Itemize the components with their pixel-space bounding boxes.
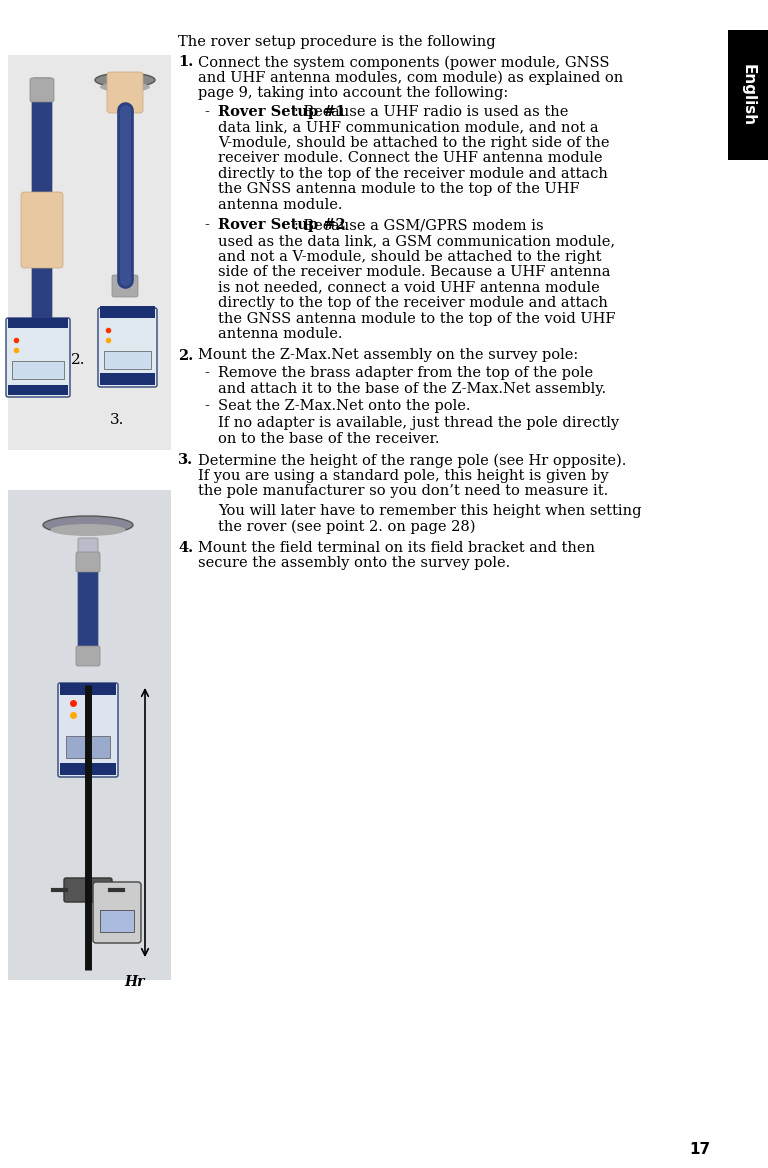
Ellipse shape bbox=[51, 524, 125, 536]
FancyBboxPatch shape bbox=[58, 683, 118, 777]
Bar bbox=[100, 373, 155, 385]
Text: and attach it to the base of the Z-Max.Net assembly.: and attach it to the base of the Z-Max.N… bbox=[218, 382, 606, 396]
Text: antenna module.: antenna module. bbox=[218, 199, 343, 213]
Text: the GNSS antenna module to the top of the void UHF: the GNSS antenna module to the top of th… bbox=[218, 312, 615, 326]
Text: : Because a UHF radio is used as the: : Because a UHF radio is used as the bbox=[294, 105, 569, 119]
Text: -: - bbox=[204, 105, 209, 119]
FancyBboxPatch shape bbox=[76, 646, 100, 666]
Ellipse shape bbox=[43, 516, 133, 534]
FancyBboxPatch shape bbox=[6, 318, 70, 397]
Bar bbox=[100, 306, 155, 318]
Bar bbox=[66, 736, 110, 758]
Text: used as the data link, a GSM communication module,: used as the data link, a GSM communicati… bbox=[218, 234, 615, 248]
FancyBboxPatch shape bbox=[78, 538, 98, 572]
FancyBboxPatch shape bbox=[112, 274, 138, 297]
Text: V-module, should be attached to the right side of the: V-module, should be attached to the righ… bbox=[218, 135, 610, 150]
Ellipse shape bbox=[95, 72, 155, 86]
Bar bbox=[60, 683, 116, 695]
Text: Hr: Hr bbox=[125, 975, 145, 989]
Text: receiver module. Connect the UHF antenna module: receiver module. Connect the UHF antenna… bbox=[218, 152, 603, 166]
Text: 3.: 3. bbox=[178, 453, 193, 467]
Text: 1.: 1. bbox=[178, 56, 194, 70]
Bar bbox=[728, 30, 768, 160]
Text: the rover (see point 2. on page 28): the rover (see point 2. on page 28) bbox=[218, 520, 475, 534]
Bar bbox=[12, 361, 64, 378]
Text: data link, a UHF communication module, and not a: data link, a UHF communication module, a… bbox=[218, 120, 598, 134]
Text: secure the assembly onto the survey pole.: secure the assembly onto the survey pole… bbox=[198, 556, 510, 570]
Bar bbox=[100, 910, 134, 932]
Text: Rover Setup #2: Rover Setup #2 bbox=[218, 218, 346, 232]
Bar bbox=[8, 318, 68, 328]
Bar bbox=[8, 491, 171, 980]
Text: Seat the Z-Max.Net onto the pole.: Seat the Z-Max.Net onto the pole. bbox=[218, 399, 471, 413]
Text: Connect the system components (power module, GNSS: Connect the system components (power mod… bbox=[198, 56, 610, 70]
FancyBboxPatch shape bbox=[93, 882, 141, 943]
FancyBboxPatch shape bbox=[21, 192, 63, 267]
Text: is not needed, connect a void UHF antenna module: is not needed, connect a void UHF antenn… bbox=[218, 280, 600, 294]
Text: The rover setup procedure is the following: The rover setup procedure is the followi… bbox=[178, 35, 495, 49]
Text: page 9, taking into account the following:: page 9, taking into account the followin… bbox=[198, 86, 508, 100]
Text: Mount the field terminal on its field bracket and then: Mount the field terminal on its field br… bbox=[198, 541, 595, 555]
FancyBboxPatch shape bbox=[107, 72, 143, 113]
Text: 3.: 3. bbox=[110, 413, 124, 427]
Text: If no adapter is available, just thread the pole directly: If no adapter is available, just thread … bbox=[218, 417, 619, 431]
FancyBboxPatch shape bbox=[32, 78, 52, 352]
Text: If you are using a standard pole, this height is given by: If you are using a standard pole, this h… bbox=[198, 470, 608, 484]
Text: antenna module.: antenna module. bbox=[218, 327, 343, 341]
FancyBboxPatch shape bbox=[76, 552, 100, 572]
Text: -: - bbox=[204, 366, 209, 380]
Bar bbox=[104, 352, 151, 369]
Text: Determine the height of the range pole (see Hr opposite).: Determine the height of the range pole (… bbox=[198, 453, 627, 468]
FancyBboxPatch shape bbox=[30, 348, 54, 371]
Text: on to the base of the receiver.: on to the base of the receiver. bbox=[218, 432, 439, 446]
Text: English: English bbox=[740, 64, 756, 126]
FancyBboxPatch shape bbox=[64, 878, 112, 902]
Text: 17: 17 bbox=[690, 1142, 710, 1157]
Text: directly to the top of the receiver module and attach: directly to the top of the receiver modu… bbox=[218, 296, 608, 310]
Text: -: - bbox=[204, 218, 209, 232]
Bar bbox=[8, 55, 171, 450]
Text: the pole manufacturer so you don’t need to measure it.: the pole manufacturer so you don’t need … bbox=[198, 485, 608, 499]
Ellipse shape bbox=[100, 82, 150, 92]
Bar bbox=[60, 763, 116, 776]
Text: 4.: 4. bbox=[178, 541, 193, 555]
Bar bbox=[8, 385, 68, 395]
Text: the GNSS antenna module to the top of the UHF: the GNSS antenna module to the top of th… bbox=[218, 182, 580, 196]
Text: : Because a GSM/GPRS modem is: : Because a GSM/GPRS modem is bbox=[294, 218, 544, 232]
FancyBboxPatch shape bbox=[78, 568, 98, 662]
Text: Remove the brass adapter from the top of the pole: Remove the brass adapter from the top of… bbox=[218, 366, 593, 380]
Text: You will later have to remember this height when setting: You will later have to remember this hei… bbox=[218, 505, 641, 517]
Text: -: - bbox=[204, 399, 209, 413]
Text: Rover Setup #1: Rover Setup #1 bbox=[218, 105, 346, 119]
Text: directly to the top of the receiver module and attach: directly to the top of the receiver modu… bbox=[218, 167, 608, 181]
Text: Mount the Z-Max.Net assembly on the survey pole:: Mount the Z-Max.Net assembly on the surv… bbox=[198, 348, 578, 362]
Text: and not a V-module, should be attached to the right: and not a V-module, should be attached t… bbox=[218, 250, 601, 264]
Text: and UHF antenna modules, com module) as explained on: and UHF antenna modules, com module) as … bbox=[198, 71, 624, 85]
FancyBboxPatch shape bbox=[30, 78, 54, 102]
Text: 2.: 2. bbox=[178, 348, 194, 362]
FancyBboxPatch shape bbox=[98, 308, 157, 387]
Text: 2.: 2. bbox=[71, 353, 85, 367]
Text: side of the receiver module. Because a UHF antenna: side of the receiver module. Because a U… bbox=[218, 265, 611, 279]
